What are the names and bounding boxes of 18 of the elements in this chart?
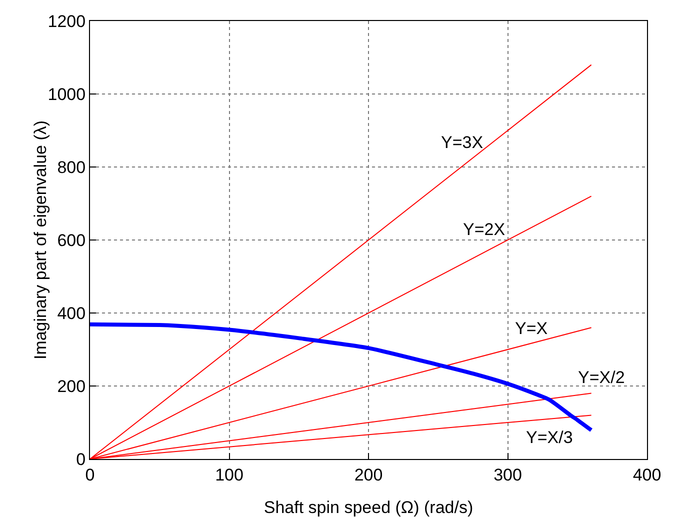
x-axis-title: Shaft spin speed (Ω) (rad/s)	[264, 498, 474, 517]
y-tick-label: 800	[57, 158, 86, 177]
y-tick-label: 400	[57, 304, 86, 323]
series-label: Y=2X	[463, 220, 506, 239]
y-tick-label: 1200	[48, 12, 86, 31]
x-tick-label: 300	[494, 465, 522, 484]
y-tick-label: 0	[76, 450, 86, 469]
x-tick-label: 100	[215, 465, 244, 484]
y-tick-label: 1000	[48, 84, 86, 104]
x-tick-label: 200	[354, 465, 383, 484]
series-label: Y=X	[515, 319, 548, 338]
series-label: Y=3X	[441, 133, 484, 152]
series-label: Y=X/2	[578, 368, 625, 387]
x-tick-label: 400	[632, 465, 662, 484]
y-tick-label: 200	[57, 376, 86, 396]
y-axis-title: Imaginary part of eigenvalue (λ)	[31, 120, 50, 360]
series-label: Y=X/3	[526, 428, 573, 447]
y-tick-label: 600	[57, 230, 86, 250]
